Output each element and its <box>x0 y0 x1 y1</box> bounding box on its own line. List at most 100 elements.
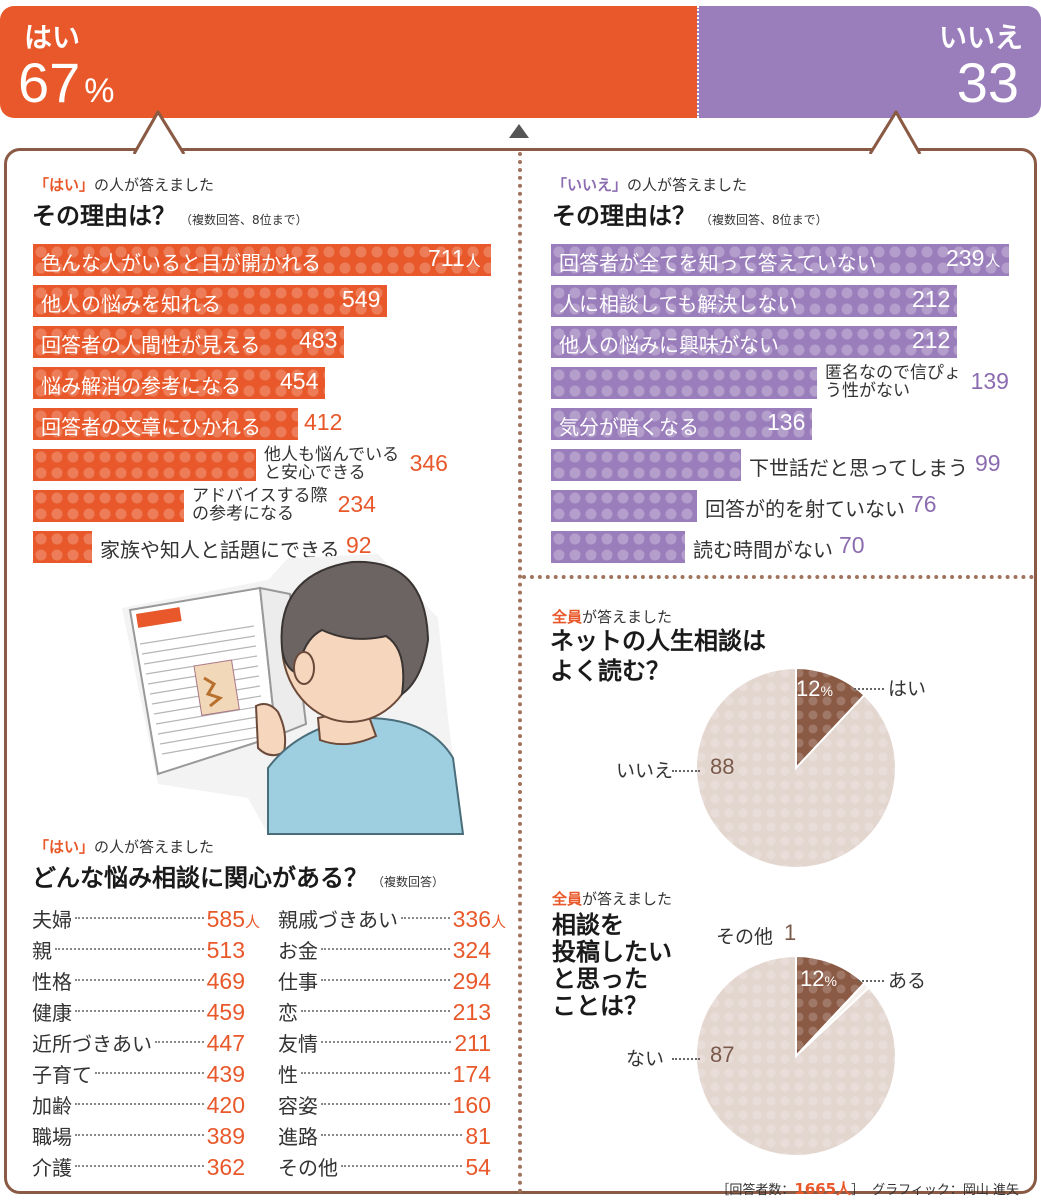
no-reason-bar <box>551 285 957 317</box>
yes-reason-bar-value: 549 <box>342 286 381 312</box>
pie2-title-line: 相談を <box>552 911 624 939</box>
yes-reason-bar-label: アドバイスする際 の参考になる <box>192 486 328 524</box>
pie2-yes-label: ある <box>888 970 927 992</box>
yes-reason-bar-row: 回答者の文章にひかれる 412 <box>33 408 491 440</box>
no-reason-bar <box>551 367 817 399</box>
interest-leader-dots <box>55 948 204 950</box>
interest-category: 近所づきあい <box>32 1032 152 1056</box>
yes-reason-bar <box>33 449 256 481</box>
yes-reason-bar-label: 色んな人がいると目が開かれる <box>41 251 321 275</box>
interest-unit: 人 <box>490 914 506 931</box>
interest-row: 夫婦 585人 <box>32 904 260 932</box>
no-reason-unit: 人 <box>985 253 1001 270</box>
interest-value: 439人 <box>206 1061 245 1087</box>
yes-reason-bar-label: 回答者の文章にひかれる <box>41 415 261 439</box>
pie1-yes-label: はい <box>888 678 927 700</box>
yes-reason-bar <box>33 285 387 317</box>
no-reason-bar-row: 気分が暗くなる 136 <box>551 408 1009 440</box>
yes-no-divider <box>697 6 699 118</box>
pie1-no-leader <box>672 770 700 772</box>
yes-reason-bar-row: 家族や知人と話題にできる 92 <box>33 531 491 563</box>
yes-reason-bar-label: 回答者の人間性が見える <box>41 333 261 357</box>
no-reason-bar-value: 99 <box>974 450 1001 476</box>
pie1-no-label: いいえ <box>616 760 674 782</box>
no-reason-bar <box>551 408 812 440</box>
interest-leader-dots <box>321 1041 452 1043</box>
yes-reason-bar-value: 234 <box>337 491 376 517</box>
yes-reason-bar-value: 346 <box>409 450 448 476</box>
interest-row: 介護 362人 <box>32 1152 260 1180</box>
yes-reason-unit: 人 <box>465 253 481 270</box>
pie1-yes-leader <box>854 688 884 690</box>
interest-value: 160人 <box>452 1092 491 1118</box>
yes-reason-bar-row: 悩み解消の参考になる 454 <box>33 367 491 399</box>
interest-row: 友情 211人 <box>278 1028 506 1056</box>
pie2-title-line: 投稿したい <box>552 938 672 966</box>
interest-row: 恋 213人 <box>278 997 506 1025</box>
yes-reason-bar-value: 483 <box>299 327 338 353</box>
yes-reason-bar <box>33 490 184 522</box>
interest-row: お金 324人 <box>278 935 506 963</box>
interest-unit: 人 <box>244 914 260 931</box>
interest-leader-dots <box>155 1041 204 1043</box>
interest-row: 仕事 294人 <box>278 966 506 994</box>
no-reason-bar-row: 匿名なので信ぴょ う性がない 139 <box>551 364 1009 400</box>
yes-percent: 67% <box>18 51 115 114</box>
interest-category: お金 <box>278 939 318 963</box>
pie1-title: ネットの人生相談は よく読む？ <box>550 626 766 686</box>
yes-reason-bar-row: 色んな人がいると目が開かれる 711人 <box>33 244 491 276</box>
interest-category: 恋 <box>278 1001 298 1025</box>
interest-leader-dots <box>75 917 204 919</box>
interest-category: 進路 <box>278 1125 318 1149</box>
interest-value: 362人 <box>206 1154 245 1180</box>
no-reason-bar-value: 76 <box>910 491 937 517</box>
pie2-no-leader <box>672 1058 700 1060</box>
no-reason-bar-row: 人に相談しても解決しない 212 <box>551 285 1009 317</box>
pie2-yes-value: 12% <box>800 966 837 991</box>
center-arrow-icon <box>509 124 529 138</box>
yes-reason-bar-label: 悩み解消の参考になる <box>41 374 241 398</box>
no-reasons-bar-chart: 回答者が全てを知って答えていない 239人 人に相談しても解決しない 212 他人の悩み… <box>551 244 1021 574</box>
interest-value: 420人 <box>206 1092 245 1118</box>
yes-reason-bar-value: 711人 <box>428 245 481 271</box>
yes-reason-bar-row: 他人も悩んでいる と安心できる 346 <box>33 446 491 482</box>
yes-reason-bar-row: アドバイスする際 の参考になる 234 <box>33 486 491 524</box>
interest-row: 健康 459人 <box>32 997 260 1025</box>
yes-reasons-title: その理由は？ （複数回答、8位まで） <box>32 202 308 230</box>
pie1-no-value: 88 <box>710 754 735 779</box>
interest-leader-dots <box>75 1010 204 1012</box>
no-reason-bar-value: 139 <box>970 368 1009 394</box>
interest-leader-dots <box>321 979 450 981</box>
no-reason-bar-value: 239人 <box>946 245 1001 271</box>
no-reason-bar-label: 回答が的を射ていない <box>705 497 905 521</box>
no-reason-bar-label: 回答者が全てを知って答えていない <box>559 251 877 275</box>
interest-value: 213人 <box>452 999 491 1025</box>
interest-row: 職場 389人 <box>32 1121 260 1149</box>
interest-value: 389人 <box>206 1123 245 1149</box>
pie2-title: 相談を 投稿したい と思った ことは？ <box>552 912 672 1020</box>
interest-category: 友情 <box>278 1032 318 1056</box>
pie1-kicker: 全員が答えました <box>552 608 673 626</box>
interest-row: 進路 81人 <box>278 1121 506 1149</box>
pie2-no-value: 87 <box>710 1042 735 1067</box>
man-reading-newspaper-illustration <box>122 554 465 835</box>
interest-leader-dots <box>301 1072 450 1074</box>
interest-row: 親 513人 <box>32 935 260 963</box>
interest-row: 加齢 420人 <box>32 1090 260 1118</box>
interest-row: その他 54人 <box>278 1152 506 1180</box>
yes-reason-bar-label: 他人の悩みを知れる <box>41 292 221 316</box>
vertical-divider <box>518 152 522 1194</box>
yes-reason-bar <box>33 367 325 399</box>
no-percent: 33 <box>956 51 1019 114</box>
interest-row: 容姿 160人 <box>278 1090 506 1118</box>
interest-leader-dots <box>321 1134 463 1136</box>
yes-reason-bar <box>33 326 344 358</box>
interest-leader-dots <box>75 1165 204 1167</box>
interest-row: 性 174人 <box>278 1059 506 1087</box>
no-reason-bar-label: 読む時間がない <box>693 538 833 562</box>
yes-label: はい <box>24 21 81 54</box>
interest-value: 81人 <box>465 1123 491 1149</box>
pie1-title-line2: よく読む？ <box>550 657 670 685</box>
no-reason-bar-row: 下世話だと思ってしまう 99 <box>551 449 1009 481</box>
